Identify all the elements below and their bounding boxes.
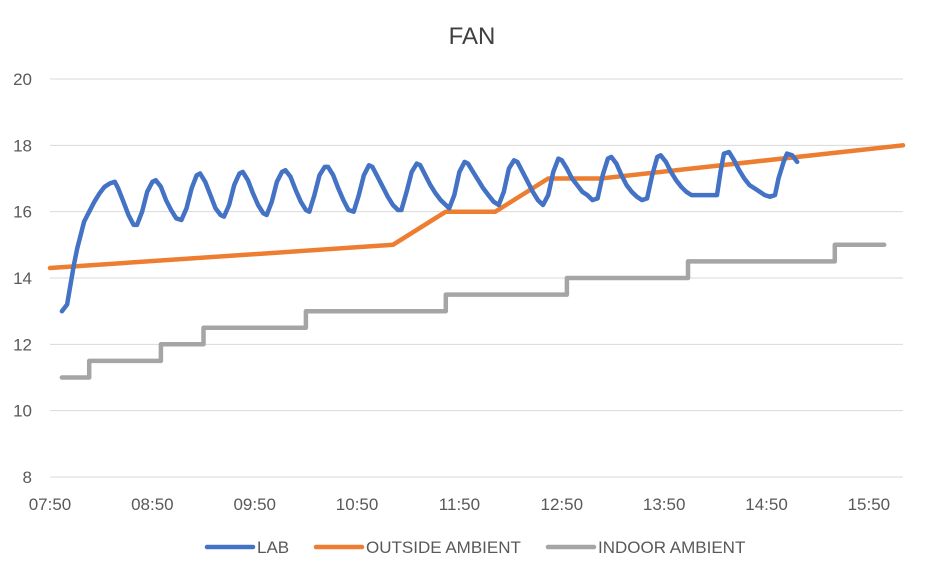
series-line-outside-ambient (47, 143, 906, 271)
y-tick-label: 18 (13, 136, 32, 155)
y-tick-label: 12 (13, 335, 32, 354)
legend-label: OUTSIDE AMBIENT (366, 538, 521, 557)
legend-label: INDOOR AMBIENT (598, 538, 745, 557)
y-tick-label: 10 (13, 402, 32, 421)
legend-label: LAB (257, 538, 289, 557)
chart-title: FAN (449, 23, 496, 50)
y-tick-label: 8 (23, 468, 32, 487)
x-axis-ticks: 07:50 08:50 09:50 10:50 11:50 12:50 13:50 14:50… (29, 495, 890, 514)
x-tick-label: 14:50 (745, 495, 788, 514)
legend: LAB OUTSIDE AMBIENT INDOOR AMBIENT (204, 538, 745, 557)
gridlines (50, 78, 903, 478)
x-tick-label: 08:50 (131, 495, 174, 514)
x-tick-label: 15:50 (848, 495, 891, 514)
x-tick-label: 10:50 (336, 495, 379, 514)
x-tick-label: 07:50 (29, 495, 72, 514)
y-tick-label: 14 (13, 269, 32, 288)
y-axis-ticks: 8 10 12 14 16 18 20 (13, 70, 32, 487)
y-tick-label: 20 (13, 70, 32, 89)
series-lines (47, 143, 906, 380)
y-tick-label: 16 (13, 203, 32, 222)
x-tick-label: 09:50 (233, 495, 276, 514)
x-tick-label: 12:50 (541, 495, 584, 514)
series-line-lab (59, 149, 800, 314)
series-line-indoor-ambient (59, 242, 887, 380)
x-tick-label: 13:50 (643, 495, 686, 514)
x-tick-label: 11:50 (439, 495, 480, 514)
